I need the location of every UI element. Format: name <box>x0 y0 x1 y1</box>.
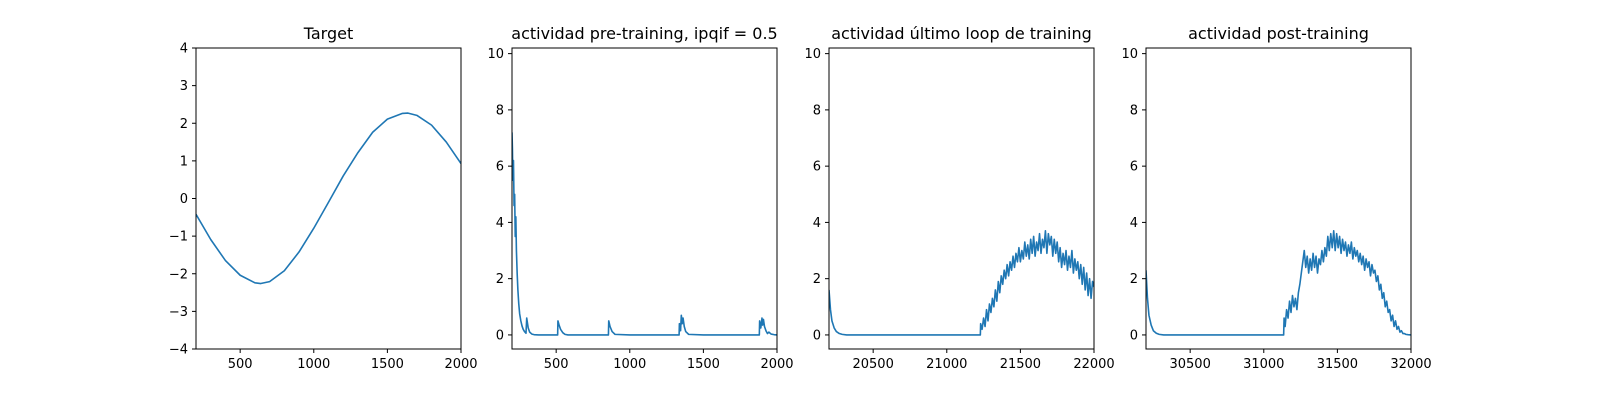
panel-4-series-line-1 <box>1146 230 1411 336</box>
panel-2-y-tick-label: 10 <box>487 47 504 62</box>
panel-2-y-tick-label: 8 <box>496 103 504 118</box>
panel-3-series-line-1 <box>829 230 1094 336</box>
panel-2-x-tick-label: 1000 <box>613 357 646 372</box>
panel-1-y-tick-label: 2 <box>180 117 188 132</box>
panel-4-x-tick-label: 31000 <box>1243 357 1284 372</box>
panel-1-y-tick-label: −3 <box>169 305 188 320</box>
panel-1-x-tick-label: 1000 <box>297 357 330 372</box>
panel-1-x-tick-label: 2000 <box>444 357 477 372</box>
panel-4-y-tick-label: 4 <box>1130 216 1138 231</box>
panel-3-x-tick-label: 22000 <box>1073 357 1114 372</box>
panel-1-series-line-1 <box>196 112 461 285</box>
panel-4-y-tick-label: 2 <box>1130 272 1138 287</box>
panel-4-y-tick-label: 0 <box>1130 328 1138 343</box>
panel-3: actividad último loop de training 20500 2… <box>804 24 1114 372</box>
panel-2-y-tick-label: 4 <box>496 216 504 231</box>
panel-3-y-tick-label: 6 <box>813 160 821 175</box>
panel-4-y-tick-label: 10 <box>1121 47 1138 62</box>
panel-2-series-line-1 <box>512 132 777 336</box>
panel-1-y-tick-label: 4 <box>180 42 188 57</box>
panel-2-axes-frame <box>511 47 778 350</box>
panel-1-y-tick-label: 3 <box>180 79 188 94</box>
panel-4-y-tick-label: 8 <box>1130 103 1138 118</box>
panel-1-x-tick-label: 500 <box>228 357 253 372</box>
panel-2-x-tick-label: 2000 <box>760 357 793 372</box>
panel-4-x-tick-label: 31500 <box>1317 357 1358 372</box>
panel-4-y-tick-label: 6 <box>1130 160 1138 175</box>
panel-2-x-tick-label: 500 <box>544 357 569 372</box>
panel-3-y-tick-label: 4 <box>813 216 821 231</box>
panel-1: Target 500 1000 1500 2000 −4 −3 −2 −1 0 1 2 3 4 <box>169 24 478 372</box>
panel-4-axes-frame <box>1145 47 1412 350</box>
panel-2-y-tick-label: 0 <box>496 328 504 343</box>
panel-3-axes-frame <box>828 47 1095 350</box>
panel-1-title: Target <box>303 24 354 43</box>
panel-2: actividad pre-training, ipqif = 0.5 500 1… <box>487 24 793 372</box>
panel-1-y-tick-label: −2 <box>169 267 188 282</box>
panel-4-x-tick-label: 30500 <box>1169 357 1210 372</box>
panel-3-y-tick-label: 2 <box>813 272 821 287</box>
panel-3-x-tick-label: 20500 <box>852 357 893 372</box>
panel-2-title: actividad pre-training, ipqif = 0.5 <box>511 24 777 43</box>
panel-4-x-tick-label: 32000 <box>1390 357 1431 372</box>
panel-3-x-tick-label: 21500 <box>1000 357 1041 372</box>
panel-1-y-tick-label: 1 <box>180 154 188 169</box>
panel-2-x-tick-label: 1500 <box>687 357 720 372</box>
panel-4-title: actividad post-training <box>1188 24 1369 43</box>
panel-3-y-tick-label: 10 <box>804 47 821 62</box>
panel-3-title: actividad último loop de training <box>831 24 1092 43</box>
panel-1-y-tick-label: 0 <box>180 192 188 207</box>
panel-3-y-tick-label: 8 <box>813 103 821 118</box>
panel-4: actividad post-training 30500 31000 31500 3… <box>1121 24 1431 372</box>
panel-3-x-tick-label: 21000 <box>926 357 967 372</box>
panel-1-y-tick-label: −1 <box>169 230 188 245</box>
panel-1-y-tick-label: −4 <box>169 343 188 358</box>
panel-2-y-tick-label: 6 <box>496 160 504 175</box>
panel-1-x-tick-label: 1500 <box>371 357 404 372</box>
panel-3-y-tick-label: 0 <box>813 328 821 343</box>
panel-2-y-tick-label: 2 <box>496 272 504 287</box>
